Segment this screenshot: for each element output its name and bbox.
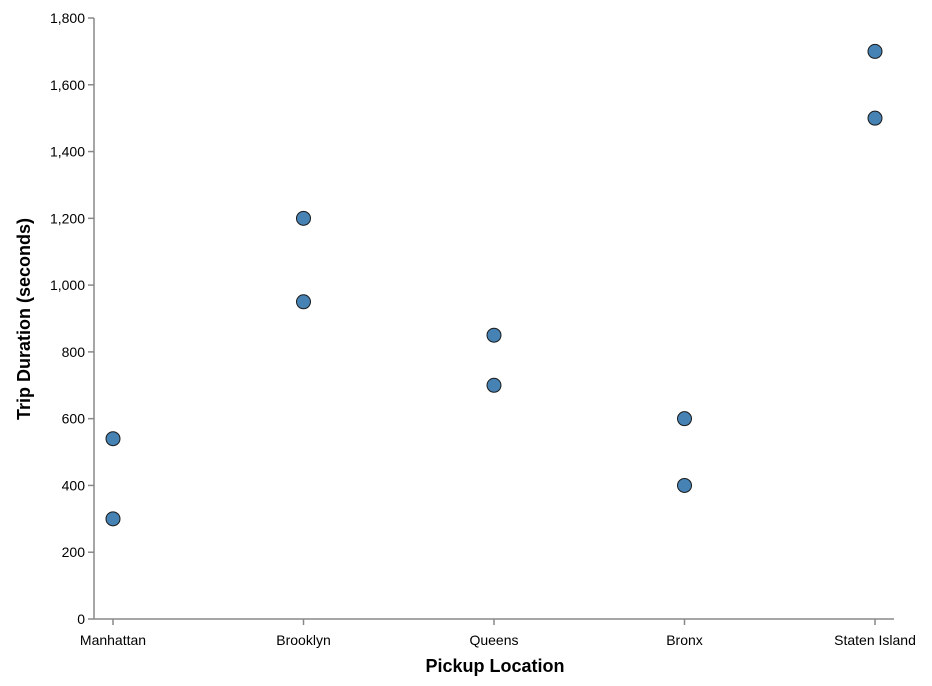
data-point[interactable] xyxy=(105,511,121,527)
y-tick-label: 400 xyxy=(62,477,86,493)
y-axis-title: Trip Duration (seconds) xyxy=(14,218,34,420)
y-tick-label: 1,400 xyxy=(50,144,85,160)
x-tick-label: Brooklyn xyxy=(276,632,330,648)
data-point[interactable] xyxy=(296,294,311,310)
data-points xyxy=(105,43,883,527)
y-tick-label: 1,000 xyxy=(50,277,85,293)
y-tick-label: 1,800 xyxy=(50,10,85,26)
x-axis: Manhattan Brooklyn Queens Bronx Staten Islan… xyxy=(80,618,916,648)
y-axis: 0 200 400 600 800 1,000 1,200 1,400 1,600 1,800 xyxy=(50,10,95,627)
data-point[interactable] xyxy=(867,110,883,126)
x-tick-label: Staten Island xyxy=(834,632,916,648)
y-tick-label: 800 xyxy=(62,344,86,360)
data-point[interactable] xyxy=(677,411,692,427)
data-point[interactable] xyxy=(296,210,311,226)
data-point[interactable] xyxy=(105,431,121,447)
data-point[interactable] xyxy=(486,377,502,393)
y-tick-label: 1,200 xyxy=(50,210,85,226)
data-point[interactable] xyxy=(486,327,502,343)
data-point[interactable] xyxy=(867,43,883,59)
data-point[interactable] xyxy=(677,477,692,493)
x-tick-label: Queens xyxy=(469,632,518,648)
y-tick-label: 200 xyxy=(62,544,86,560)
y-tick-label: 0 xyxy=(77,611,85,627)
x-tick-label: Manhattan xyxy=(80,632,146,648)
y-tick-label: 1,600 xyxy=(50,77,85,93)
x-axis-title: Pickup Location xyxy=(425,656,564,676)
y-tick-label: 600 xyxy=(62,411,86,427)
x-tick-label: Bronx xyxy=(666,632,703,648)
